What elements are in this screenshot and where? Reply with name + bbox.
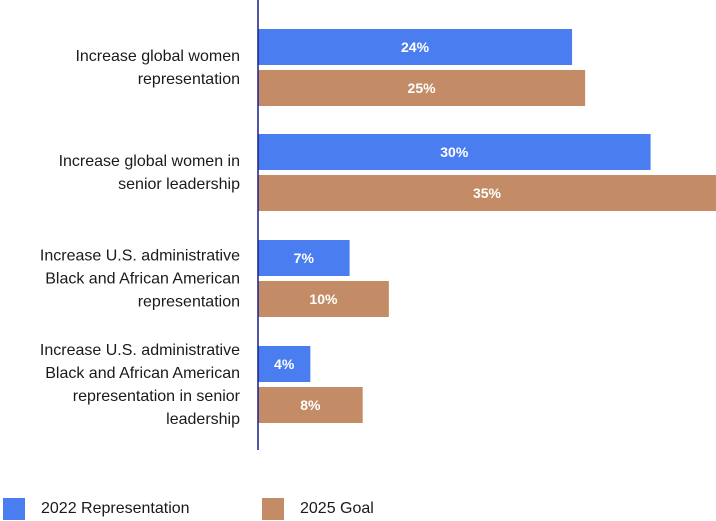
category-label-4: Increase U.S. administrative Black and Af… bbox=[40, 342, 241, 428]
category-label-2: Increase global women in senior leadershi… bbox=[59, 153, 241, 193]
bar-value-label-2025-1: 25% bbox=[408, 80, 437, 96]
bar-2022-4 bbox=[258, 346, 311, 382]
legend-item-2025: 2025 Goal bbox=[262, 497, 374, 521]
bar-2025-4 bbox=[258, 387, 363, 423]
bar-2025-3 bbox=[258, 281, 389, 317]
legend-label-2025: 2025 Goal bbox=[300, 500, 374, 517]
legend-item-2022: 2022 Representation bbox=[3, 497, 190, 521]
legend-swatch-2022 bbox=[3, 498, 25, 520]
bar-2022-1 bbox=[258, 29, 573, 65]
legend: 2022 Representation 2025 Goal bbox=[0, 497, 716, 521]
bar-value-label-2022-3: 7% bbox=[294, 250, 315, 266]
bar-2022-3 bbox=[258, 240, 350, 276]
bar-value-label-2022-1: 24% bbox=[401, 39, 430, 55]
bar-value-label-2025-3: 10% bbox=[309, 291, 338, 307]
bar-2022-2 bbox=[258, 134, 651, 170]
bar-2025-1 bbox=[258, 70, 586, 106]
bar-chart: 24% 25% Increase global women representatio… bbox=[40, 0, 716, 450]
legend-swatch-2025 bbox=[262, 498, 284, 520]
legend-label-2022: 2022 Representation bbox=[41, 500, 190, 517]
category-label-1: Increase global women representation bbox=[75, 48, 240, 88]
bar-value-label-2022-4: 4% bbox=[274, 356, 295, 372]
bar-value-label-2022-2: 30% bbox=[440, 144, 469, 160]
bar-2025-2 bbox=[258, 175, 716, 211]
category-label-3: Increase U.S. administrative Black and Af… bbox=[40, 248, 240, 311]
bar-value-label-2025-4: 8% bbox=[300, 397, 321, 413]
bar-value-label-2025-2: 35% bbox=[473, 185, 502, 201]
